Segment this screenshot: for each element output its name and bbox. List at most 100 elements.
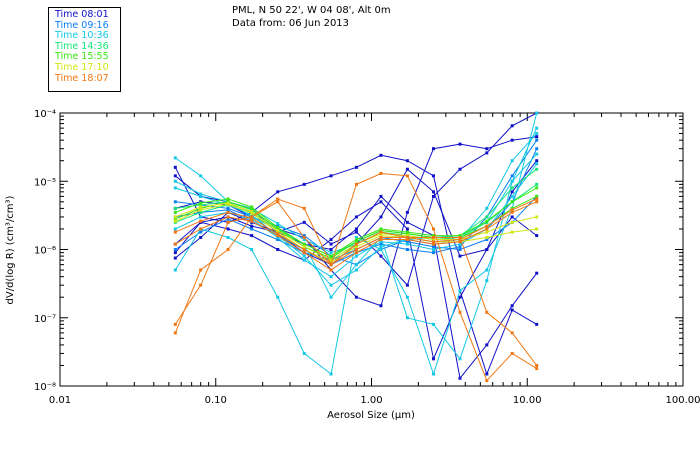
data-point	[276, 197, 280, 201]
data-point	[199, 203, 203, 207]
data-point	[510, 179, 514, 183]
data-point	[405, 240, 409, 244]
data-point	[405, 174, 409, 178]
data-point	[276, 227, 280, 231]
y-tick-label: 10⁻⁶	[34, 246, 56, 257]
data-point	[354, 251, 358, 255]
data-point	[329, 295, 333, 299]
data-point	[329, 263, 333, 267]
data-point	[250, 227, 254, 231]
data-point	[276, 200, 280, 204]
series-line-13	[175, 133, 538, 254]
data-point	[199, 283, 203, 287]
data-point	[329, 242, 333, 246]
data-point	[226, 227, 230, 231]
data-point	[226, 215, 230, 219]
data-point	[485, 230, 489, 234]
data-point	[485, 206, 489, 210]
data-point	[485, 215, 489, 219]
y-tick-label: 10⁻⁵	[34, 177, 56, 188]
data-point	[485, 268, 489, 272]
data-point	[226, 197, 230, 201]
data-point	[250, 207, 254, 211]
data-point	[226, 208, 230, 212]
legend-item: Time 18:07	[55, 72, 109, 84]
data-point	[250, 248, 254, 251]
data-point	[431, 245, 435, 249]
data-point	[173, 165, 177, 169]
data-point	[379, 232, 383, 236]
x-tick-label: 10.00	[513, 395, 542, 406]
data-point	[226, 248, 230, 251]
data-point	[302, 182, 306, 186]
data-point	[535, 200, 539, 204]
data-point	[458, 234, 462, 238]
data-point	[510, 174, 514, 178]
data-point	[405, 248, 409, 251]
data-point	[535, 159, 539, 163]
x-tick-label: 0.10	[205, 395, 227, 406]
data-point	[173, 217, 177, 221]
data-point	[199, 192, 203, 196]
data-point	[405, 159, 409, 163]
data-point	[510, 351, 514, 355]
data-point	[276, 228, 280, 232]
data-point	[276, 238, 280, 242]
data-point	[276, 295, 280, 299]
data-point	[510, 190, 514, 194]
data-point	[405, 230, 409, 234]
data-point	[199, 268, 203, 272]
data-point	[510, 159, 514, 163]
data-point	[535, 126, 539, 130]
data-point	[329, 372, 333, 376]
data-point	[431, 234, 435, 238]
data-point	[379, 245, 383, 249]
data-point	[379, 153, 383, 157]
data-point	[173, 186, 177, 190]
data-point	[302, 258, 306, 262]
data-point	[485, 224, 489, 228]
data-point	[485, 147, 489, 151]
data-point	[510, 220, 514, 224]
x-axis-label: Aerosol Size (μm)	[327, 410, 415, 421]
data-point	[354, 295, 358, 299]
data-point	[535, 147, 539, 151]
data-point	[535, 111, 539, 115]
data-point	[302, 248, 306, 251]
data-point	[250, 213, 254, 217]
data-point	[485, 151, 489, 155]
data-point	[173, 227, 177, 231]
data-point	[510, 138, 514, 142]
data-point	[535, 135, 539, 139]
legend-item: Time 09:16	[55, 19, 109, 31]
data-point	[431, 372, 435, 376]
data-point	[329, 268, 333, 272]
data-point	[173, 210, 177, 214]
data-point	[510, 304, 514, 308]
data-point	[302, 251, 306, 255]
data-point	[354, 165, 358, 169]
data-point	[405, 242, 409, 246]
axis-ticks: 0.01 0.10 1.00 10.00 100.00 10⁻⁸ 10⁻⁷ 10⁻⁶ 10⁻⁵ 1…	[34, 109, 700, 406]
data-point	[405, 210, 409, 214]
data-point	[354, 254, 358, 258]
data-point	[431, 242, 435, 246]
data-point	[276, 230, 280, 234]
legend-item: Time 08:01	[55, 9, 109, 20]
data-point	[226, 206, 230, 210]
data-point	[379, 171, 383, 175]
data-point	[250, 210, 254, 214]
data-point	[485, 343, 489, 347]
data-point	[405, 238, 409, 242]
data-point	[431, 147, 435, 151]
data-point	[535, 194, 539, 198]
data-point	[199, 215, 203, 219]
legend-item: Time 15:55	[55, 51, 109, 63]
data-point	[405, 220, 409, 224]
data-point	[354, 242, 358, 246]
data-point	[510, 331, 514, 335]
legend-item: Time 14:36	[55, 40, 109, 52]
data-point	[510, 208, 514, 212]
data-point	[199, 230, 203, 234]
data-point	[329, 174, 333, 178]
